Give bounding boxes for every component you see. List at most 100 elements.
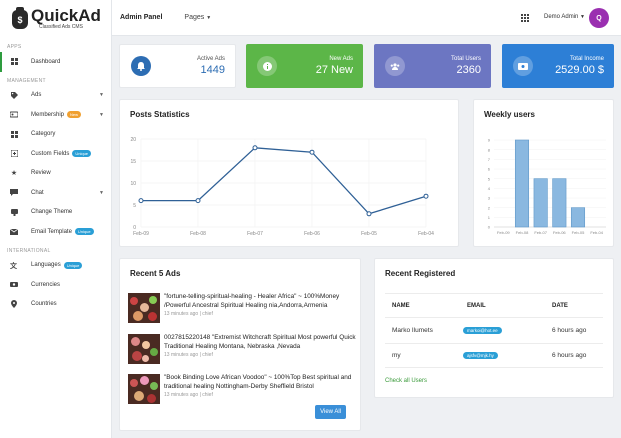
ad-thumbnail <box>128 334 160 364</box>
panel-title: Recent Registered <box>385 269 456 278</box>
ad-meta: 13 minutes ago | chief <box>164 311 213 317</box>
pages-dropdown[interactable]: Pages ▼ <box>184 14 212 21</box>
ad-title[interactable]: "Book Binding Love African Voodoo" ~ 100… <box>164 374 352 390</box>
y-tick-label: 15 <box>130 159 136 165</box>
sidebar-item-label: Ads <box>31 92 42 99</box>
brand-name: QuickAd <box>31 6 101 25</box>
sidebar-item-email-template[interactable]: Email Template Unique <box>0 222 111 242</box>
new-badge: New <box>67 111 82 119</box>
section-label-international: INTERNATIONAL <box>7 247 51 254</box>
bar <box>533 178 548 228</box>
x-tick-label: Feb-07 <box>247 231 263 237</box>
user-menu[interactable]: Demo Admin ▼ <box>544 14 585 20</box>
recent-registered-panel: Recent Registered NAME EMAIL DATE Marko … <box>374 258 614 398</box>
sidebar-item-currencies[interactable]: Currencies <box>0 275 111 295</box>
data-point <box>252 145 258 151</box>
ad-thumbnail <box>128 374 160 404</box>
column-header-date: DATE <box>552 303 568 309</box>
series-line <box>141 147 427 215</box>
unique-badge: Unique <box>63 261 83 269</box>
x-tick-label: Feb-04 <box>418 231 434 237</box>
money-bag-icon: $ <box>12 6 28 29</box>
y-tick-label: 10 <box>130 181 136 187</box>
sidebar-item-dashboard[interactable]: Dashboard <box>0 52 111 72</box>
stat-label: Total Users <box>450 56 481 62</box>
x-tick-label: Feb-07 <box>534 230 547 235</box>
tag-icon <box>7 91 21 99</box>
y-tick-label: 5 <box>133 203 136 209</box>
theme-icon <box>7 208 21 216</box>
panel-title: Recent 5 Ads <box>130 269 181 278</box>
recent-ads-panel: Recent 5 Ads "fortune-telling-spiritual-… <box>119 258 361 431</box>
stat-card-active-ads: Active Ads 1449 <box>119 44 236 88</box>
sidebar-item-membership[interactable]: Membership New ▼ <box>0 105 111 125</box>
sidebar-item-review[interactable]: ★ Review <box>0 164 111 184</box>
email-icon <box>7 228 21 235</box>
panel-title: Posts Statistics <box>130 110 190 119</box>
sidebar-item-label: Category <box>31 131 56 138</box>
y-tick-label: 1 <box>488 215 491 220</box>
y-tick-label: 8 <box>488 147 491 152</box>
category-icon <box>7 130 21 138</box>
bar <box>552 178 567 228</box>
ad-list-item[interactable]: 0027815220148 "Extremist Witchcraft Spir… <box>128 334 356 364</box>
ad-meta: 13 minutes ago | chief <box>164 352 213 358</box>
x-tick-label: Feb-05 <box>572 230 585 235</box>
stat-value: 2360 <box>456 64 481 76</box>
brand-logo[interactable]: $ QuickAd Classified Ads CMS <box>0 0 111 38</box>
registered-date: 6 hours ago <box>552 327 587 334</box>
sidebar-item-ads[interactable]: Ads ▼ <box>0 86 111 106</box>
custom-fields-icon <box>7 150 21 158</box>
x-tick-label: Feb-09 <box>497 230 510 235</box>
bell-icon <box>131 56 151 76</box>
money-icon <box>513 56 533 76</box>
registered-date: 6 hours ago <box>552 352 587 359</box>
ad-thumbnail <box>128 293 160 323</box>
info-icon <box>257 56 277 76</box>
y-tick-label: 0 <box>133 225 136 231</box>
data-point <box>138 198 144 204</box>
y-tick-label: 6 <box>488 167 491 172</box>
stat-label: Active Ads <box>196 56 225 62</box>
currency-icon <box>7 281 21 288</box>
chevron-down-icon: ▼ <box>580 14 585 20</box>
sidebar-item-label: Review <box>31 170 51 177</box>
sidebar: $ QuickAd Classified Ads CMS APPS Dashbo… <box>0 0 112 438</box>
y-tick-label: 5 <box>488 176 491 181</box>
data-point <box>309 149 315 155</box>
ad-title[interactable]: 0027815220148 "Extremist Witchcraft Spir… <box>164 334 356 350</box>
sidebar-item-label: Change Theme <box>31 209 73 216</box>
sidebar-item-category[interactable]: Category <box>0 125 111 145</box>
bar <box>570 207 586 228</box>
apps-grid-icon[interactable] <box>521 14 529 22</box>
sidebar-item-chat[interactable]: Chat ▼ <box>0 183 111 203</box>
svg-text:文: 文 <box>10 262 18 269</box>
sidebar-item-languages[interactable]: 文 Languages Unique <box>0 256 111 276</box>
y-tick-label: 20 <box>130 137 136 143</box>
x-tick-label: Feb-08 <box>516 230 529 235</box>
ad-meta: 13 minutes ago | chief <box>164 392 213 398</box>
language-icon: 文 <box>7 262 21 269</box>
chevron-down-icon: ▼ <box>99 111 104 118</box>
sidebar-item-label: Languages <box>31 262 61 269</box>
view-all-button[interactable]: View All <box>315 405 346 419</box>
divider <box>385 367 603 368</box>
unique-badge: Unique <box>74 228 94 236</box>
email-badge: ajsfv@mjk.hy <box>463 352 498 359</box>
avatar[interactable]: Q <box>589 8 609 28</box>
sidebar-item-countries[interactable]: Countries <box>0 295 111 315</box>
email-badge: markoi@hot.ee <box>463 327 502 334</box>
ad-title[interactable]: "fortune-telling-spiritual-healing - Hea… <box>164 293 340 309</box>
y-tick-label: 3 <box>488 196 491 201</box>
sidebar-item-custom-fields[interactable]: Custom Fields Unique <box>0 144 111 164</box>
stat-value: 1449 <box>200 64 225 76</box>
sidebar-item-change-theme[interactable]: Change Theme <box>0 203 111 223</box>
ad-list-item[interactable]: "fortune-telling-spiritual-healing - Hea… <box>128 293 356 323</box>
x-tick-label: Feb-09 <box>133 231 149 237</box>
y-tick-label: 4 <box>488 186 491 191</box>
chat-icon <box>7 189 21 197</box>
check-all-users-link[interactable]: Check all Users <box>385 378 428 384</box>
y-tick-label: 9 <box>488 138 491 143</box>
x-tick-label: Feb-05 <box>361 231 377 237</box>
ad-list-item[interactable]: "Book Binding Love African Voodoo" ~ 100… <box>128 374 356 404</box>
